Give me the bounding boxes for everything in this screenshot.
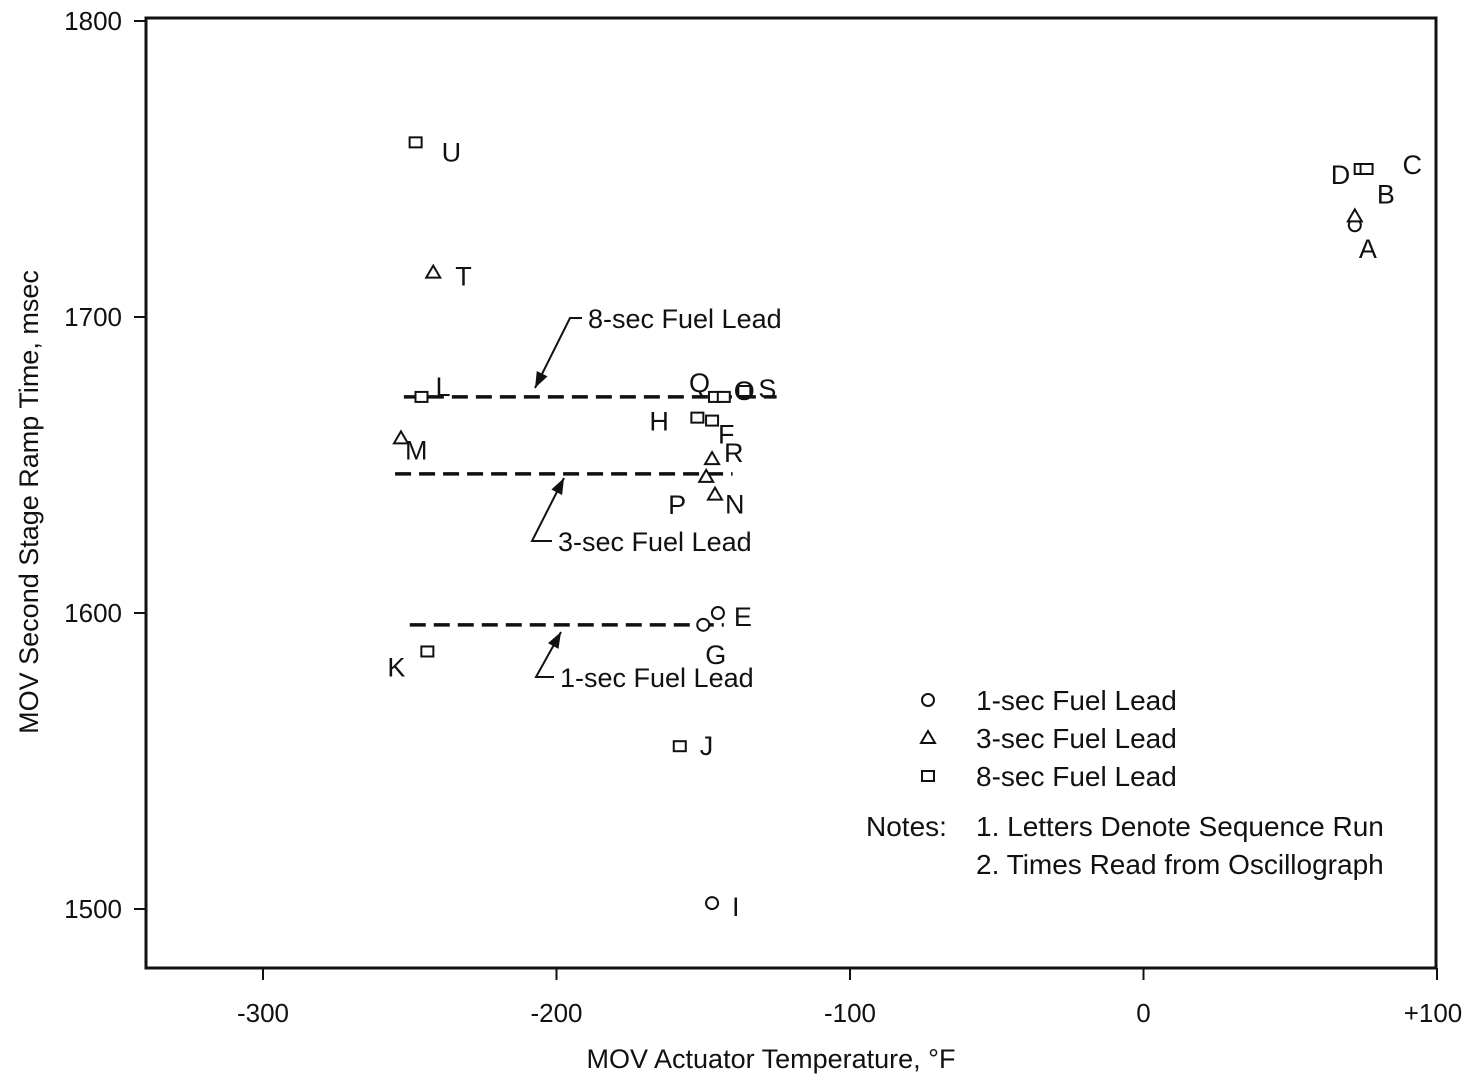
point-labels: A EG I B T M R P N U D C L Q O S H F K J bbox=[387, 137, 1422, 922]
reference-line-annotations: 8-sec Fuel Lead 3-sec Fuel Lead 1-sec Fuel… bbox=[530, 304, 782, 693]
square-marker bbox=[1359, 163, 1374, 175]
note-item: 1. Letters Denote Sequence Run bbox=[976, 811, 1384, 842]
legend-label: 8-sec Fuel Lead bbox=[976, 761, 1177, 792]
plot-frame bbox=[144, 16, 1438, 970]
reference-line-annotation: 1-sec Fuel Lead bbox=[560, 663, 754, 693]
x-tick-label: +100 bbox=[1404, 998, 1463, 1028]
y-axis-ticks: 1500 1600 1700 1800 bbox=[64, 6, 146, 924]
notes: Notes: 1. Letters Denote Sequence Run 2. T… bbox=[866, 811, 1384, 880]
point-label: D bbox=[1331, 160, 1351, 190]
notes-heading: Notes: bbox=[866, 811, 947, 842]
reference-lines bbox=[395, 395, 777, 627]
point-label: Q bbox=[689, 368, 710, 398]
y-tick-label: 1500 bbox=[64, 894, 122, 924]
point-label: F bbox=[718, 420, 735, 450]
point-label: P bbox=[668, 490, 686, 520]
point-label: J bbox=[700, 731, 714, 761]
square-marker bbox=[420, 645, 435, 658]
circle-marker bbox=[705, 896, 720, 911]
point-label: O bbox=[734, 376, 755, 406]
point-label: R bbox=[724, 438, 744, 468]
x-axis-label: MOV Actuator Temperature, °F bbox=[587, 1044, 956, 1074]
point-label: M bbox=[405, 435, 428, 465]
triangle-marker bbox=[697, 467, 715, 483]
legend: 1-sec Fuel Lead 3-sec Fuel Lead 8-sec Fuel… bbox=[919, 685, 1177, 792]
x-tick-label: 0 bbox=[1136, 998, 1150, 1028]
square-marker bbox=[737, 385, 752, 397]
point-label: A bbox=[1359, 234, 1377, 264]
reference-line-annotation: 8-sec Fuel Lead bbox=[588, 304, 782, 334]
triangle-marker bbox=[1346, 207, 1364, 223]
point-label: L bbox=[435, 372, 450, 402]
point-label: T bbox=[455, 262, 472, 292]
square-marker bbox=[672, 740, 687, 753]
point-label: U bbox=[442, 137, 462, 167]
triangle-marker bbox=[424, 263, 442, 279]
circle-marker bbox=[710, 606, 725, 620]
square-marker bbox=[705, 414, 720, 427]
triangle-marker bbox=[703, 450, 721, 466]
note-item: 2. Times Read from Oscillograph bbox=[976, 849, 1384, 880]
arrowhead bbox=[535, 371, 548, 388]
circle-marker bbox=[696, 617, 711, 632]
x-axis-ticks: -300 -200 -100 0 +100 bbox=[237, 968, 1462, 1028]
point-label: G bbox=[705, 640, 726, 670]
point-label: E bbox=[734, 602, 752, 632]
arrowhead bbox=[547, 632, 561, 649]
circle-legend-icon bbox=[921, 693, 935, 707]
arrowhead bbox=[551, 478, 564, 495]
y-tick-label: 1600 bbox=[64, 598, 122, 628]
legend-label: 3-sec Fuel Lead bbox=[976, 723, 1177, 754]
triangle-marker bbox=[392, 429, 410, 445]
point-label: I bbox=[732, 892, 740, 922]
square-marker bbox=[716, 390, 731, 403]
leader-line bbox=[534, 317, 582, 389]
square-legend-icon bbox=[921, 770, 935, 782]
point-label: K bbox=[387, 652, 405, 682]
leader-line bbox=[530, 477, 565, 542]
triangle-legend-icon bbox=[919, 729, 937, 744]
point-label: H bbox=[649, 407, 669, 437]
point-label: S bbox=[758, 374, 776, 404]
data-points bbox=[392, 136, 1374, 911]
x-tick-label: -300 bbox=[237, 998, 289, 1028]
legend-label: 1-sec Fuel Lead bbox=[976, 685, 1177, 716]
y-tick-label: 1700 bbox=[64, 302, 122, 332]
leader-line bbox=[534, 631, 562, 678]
x-tick-label: -200 bbox=[530, 998, 582, 1028]
square-marker bbox=[690, 411, 705, 424]
y-axis-label: MOV Second Stage Ramp Time, msec bbox=[14, 270, 44, 734]
square-marker bbox=[414, 390, 429, 403]
triangle-marker bbox=[706, 485, 724, 501]
point-label: B bbox=[1377, 179, 1395, 209]
point-label: N bbox=[725, 490, 745, 520]
y-tick-label: 1800 bbox=[64, 6, 122, 36]
x-tick-label: -100 bbox=[824, 998, 876, 1028]
square-marker bbox=[408, 136, 423, 149]
reference-line-annotation: 3-sec Fuel Lead bbox=[558, 527, 752, 557]
point-label: C bbox=[1403, 150, 1423, 180]
